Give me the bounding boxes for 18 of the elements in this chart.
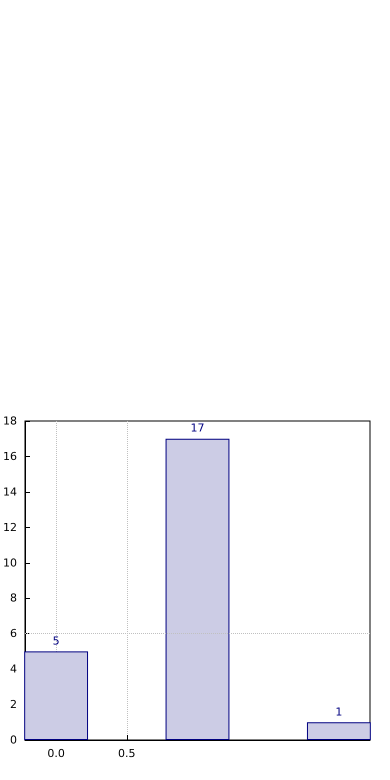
y-tick-label: 16 bbox=[2, 450, 17, 463]
bar bbox=[166, 438, 230, 740]
bar bbox=[306, 722, 371, 740]
data-label: 17 bbox=[190, 422, 204, 435]
x-tick-label: 0.5 bbox=[118, 747, 136, 760]
y-tick-label: 10 bbox=[2, 556, 17, 570]
y-tick-label: 2 bbox=[10, 698, 17, 712]
bar bbox=[24, 651, 88, 740]
y-tick-label: 4 bbox=[10, 662, 17, 676]
data-label: 1 bbox=[335, 705, 342, 718]
y-tick-label: 14 bbox=[2, 485, 17, 498]
y-tick-label: 8 bbox=[10, 592, 17, 605]
y-tick-label: 12 bbox=[2, 520, 17, 534]
y-tick-label: 6 bbox=[10, 627, 17, 640]
x-tick-label: 0.0 bbox=[47, 747, 65, 760]
y-tick-label: 18 bbox=[2, 414, 17, 428]
data-label: 5 bbox=[52, 634, 60, 648]
y-tick-label: 0 bbox=[10, 734, 17, 746]
